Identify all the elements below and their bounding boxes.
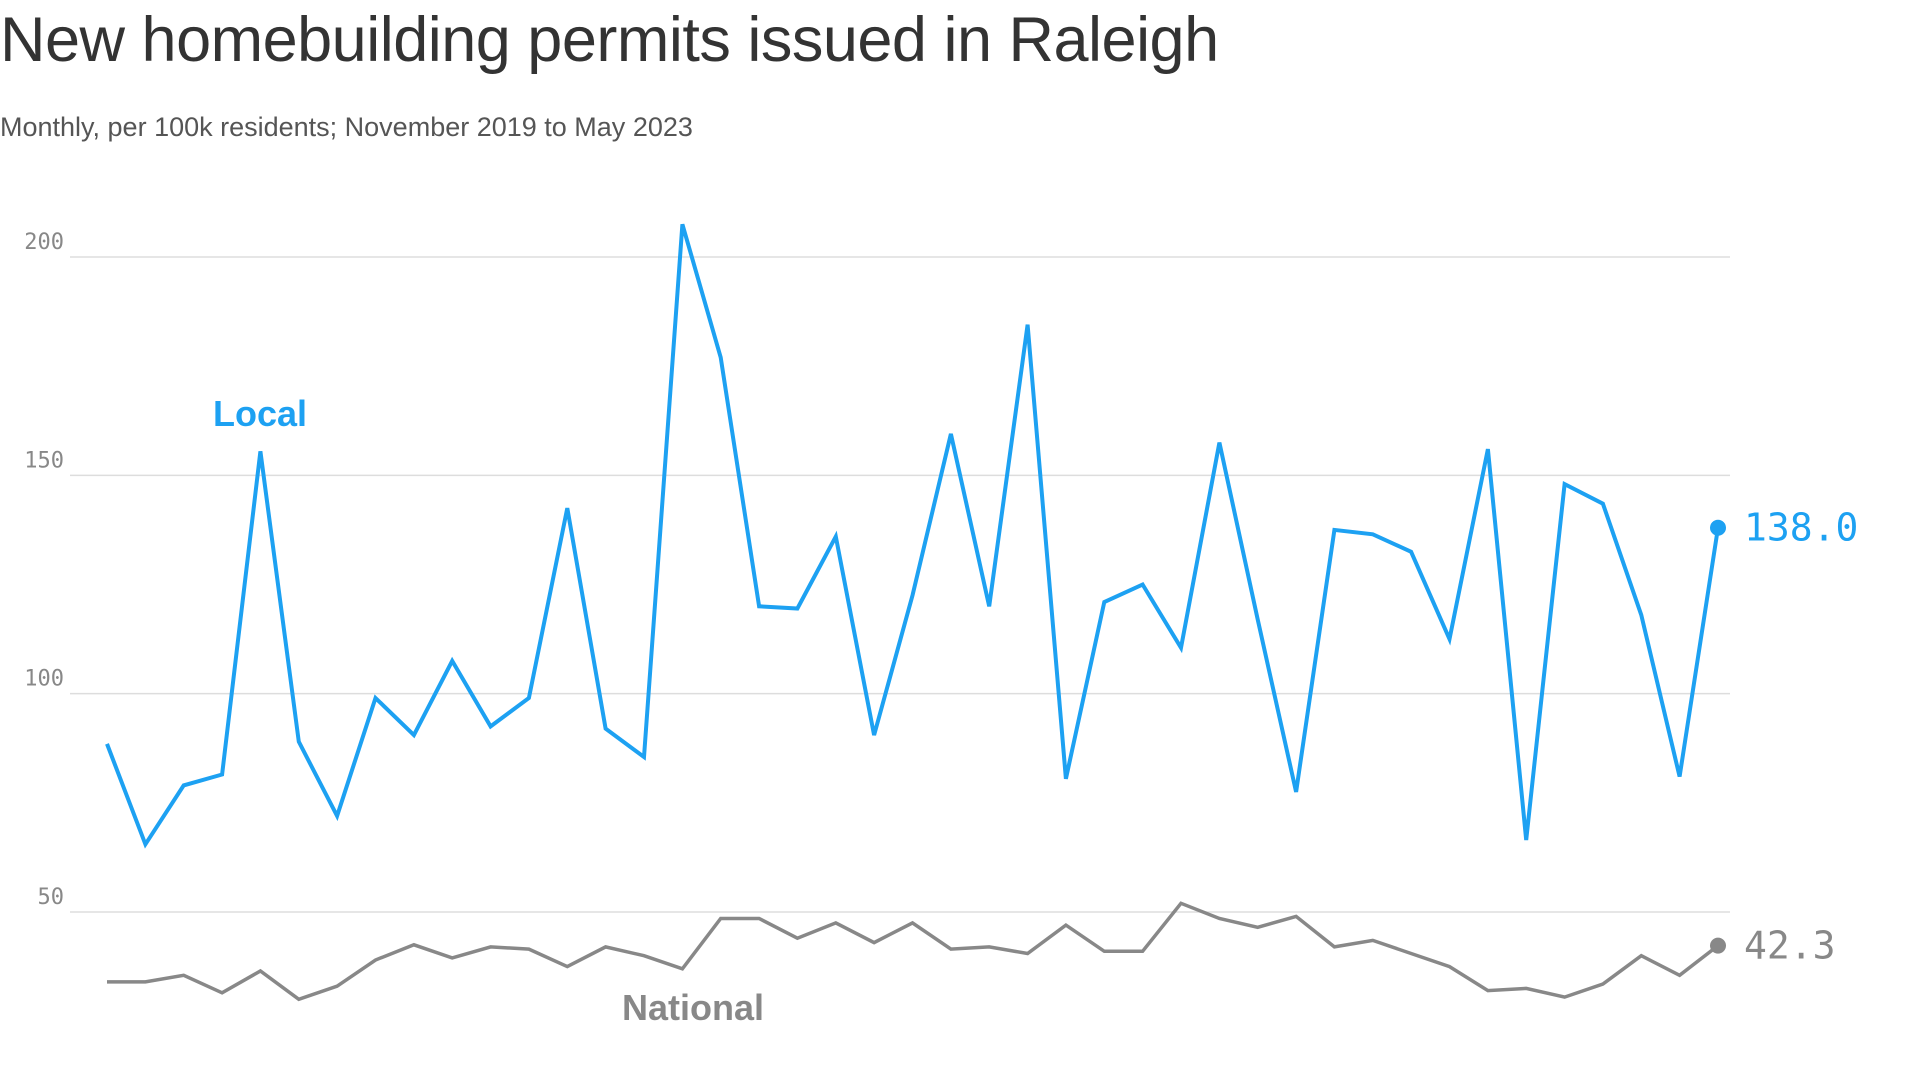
local-end-value-label: 138.0 <box>1744 506 1858 550</box>
series-endpoints <box>1710 519 1726 954</box>
national-series-label: National <box>622 987 764 1028</box>
chart-title: New homebuilding permits issued in Ralei… <box>0 5 1219 75</box>
chart-subtitle: Monthly, per 100k residents; November 20… <box>0 112 693 142</box>
series-lines <box>105 223 1720 1002</box>
local-series-line <box>105 223 1720 849</box>
local-series-label: Local <box>213 393 307 434</box>
y-tick-label: 100 <box>24 667 64 692</box>
national-end-value-label: 42.3 <box>1744 924 1836 968</box>
y-tick-label: 50 <box>38 885 65 910</box>
local-endpoint-marker <box>1710 519 1726 536</box>
y-axis-ticks: 50 100 150 200 <box>24 230 64 910</box>
y-tick-label: 150 <box>24 448 64 473</box>
national-endpoint-marker <box>1710 937 1726 954</box>
national-series-line <box>107 901 1720 1002</box>
gridlines <box>70 256 1730 913</box>
y-tick-label: 200 <box>24 230 64 255</box>
